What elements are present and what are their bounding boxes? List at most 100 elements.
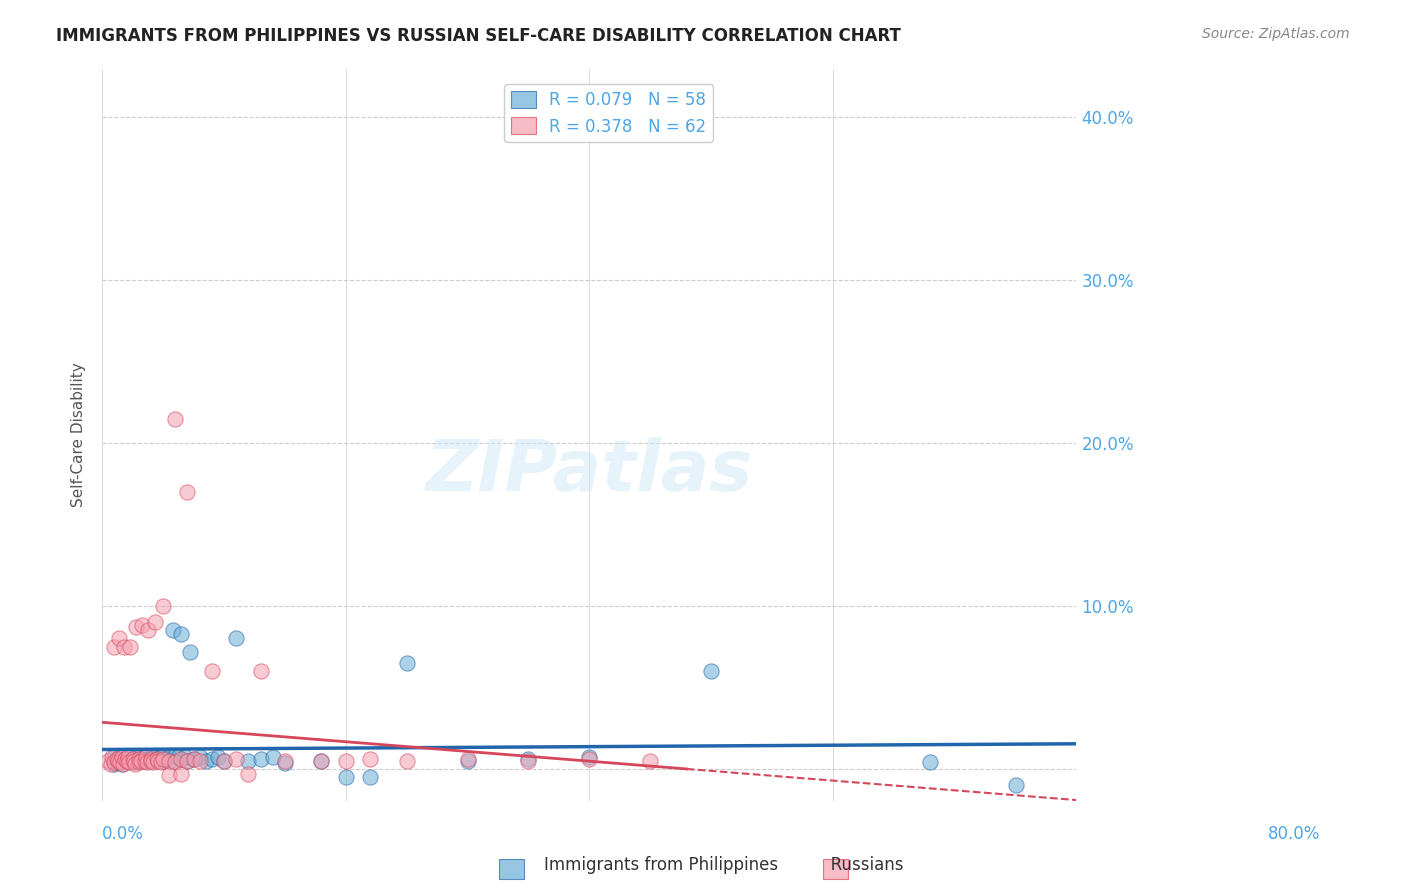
Point: [103, 640, 125, 654]
Point: [359, 770, 381, 784]
Point: [188, 750, 211, 764]
Point: [136, 756, 159, 770]
Point: [274, 754, 297, 768]
Point: [249, 664, 271, 678]
Text: Immigrants from Philippines          Russians: Immigrants from Philippines Russians: [502, 856, 904, 874]
Point: [170, 752, 193, 766]
Point: [201, 664, 224, 678]
Point: [128, 756, 150, 770]
Point: [125, 620, 148, 634]
Point: [110, 754, 132, 768]
Point: [134, 748, 156, 763]
Point: [359, 752, 381, 766]
Point: [517, 752, 540, 766]
Point: [225, 632, 247, 646]
Point: [142, 756, 165, 770]
Point: [129, 752, 152, 766]
Y-axis label: Self-Care Disability: Self-Care Disability: [72, 362, 86, 508]
Point: [262, 750, 284, 764]
Point: [157, 750, 180, 764]
Point: [188, 754, 211, 768]
Point: [207, 750, 229, 764]
Point: [201, 752, 224, 766]
Point: [152, 754, 174, 768]
Point: [311, 754, 333, 768]
Text: Source: ZipAtlas.com: Source: ZipAtlas.com: [1202, 27, 1350, 41]
Point: [165, 748, 187, 763]
Point: [129, 754, 152, 768]
Point: [100, 756, 122, 771]
Point: [110, 756, 132, 770]
Point: [176, 484, 198, 499]
Point: [457, 752, 479, 766]
Text: IMMIGRANTS FROM PHILIPPINES VS RUSSIAN SELF-CARE DISABILITY CORRELATION CHART: IMMIGRANTS FROM PHILIPPINES VS RUSSIAN S…: [56, 27, 901, 45]
Point: [111, 750, 134, 764]
Point: [115, 754, 138, 768]
Point: [146, 752, 169, 766]
Point: [152, 752, 174, 766]
Point: [578, 750, 600, 764]
Point: [124, 748, 146, 763]
Point: [121, 752, 143, 766]
Point: [174, 750, 197, 764]
Point: [110, 748, 132, 763]
Point: [118, 750, 141, 764]
Point: [121, 752, 143, 766]
Point: [225, 752, 247, 766]
Point: [152, 748, 174, 763]
Point: [212, 754, 235, 768]
Point: [112, 752, 135, 766]
Point: [155, 752, 177, 766]
Point: [183, 752, 205, 766]
Point: [176, 754, 198, 768]
Legend: R = 0.079   N = 58, R = 0.378   N = 62: R = 0.079 N = 58, R = 0.378 N = 62: [505, 84, 713, 142]
Point: [105, 756, 128, 770]
Point: [134, 754, 156, 768]
Point: [139, 754, 162, 768]
Point: [149, 756, 172, 770]
Point: [395, 656, 418, 670]
Text: 0.0%: 0.0%: [103, 825, 143, 843]
Point: [165, 411, 187, 425]
Point: [112, 640, 135, 654]
Text: ZIPatlas: ZIPatlas: [426, 437, 754, 506]
Point: [135, 750, 157, 764]
Point: [395, 754, 418, 768]
Point: [146, 752, 169, 766]
Point: [166, 750, 188, 764]
Point: [103, 750, 125, 764]
Point: [138, 624, 160, 638]
Point: [238, 754, 260, 768]
Point: [311, 754, 333, 768]
Point: [700, 664, 723, 678]
Point: [101, 750, 124, 764]
Point: [212, 754, 235, 768]
Point: [128, 752, 150, 766]
Point: [97, 754, 120, 768]
Point: [148, 754, 170, 768]
Point: [238, 766, 260, 780]
Point: [139, 754, 162, 768]
Point: [152, 599, 174, 613]
Point: [128, 750, 150, 764]
Point: [274, 756, 297, 770]
Point: [120, 640, 142, 654]
Point: [335, 770, 357, 784]
Point: [108, 632, 131, 646]
Point: [122, 754, 145, 768]
Point: [138, 752, 160, 766]
Point: [183, 752, 205, 766]
Point: [139, 752, 162, 766]
Point: [179, 644, 201, 658]
Point: [107, 752, 129, 766]
Point: [457, 754, 479, 768]
Point: [249, 752, 271, 766]
Point: [143, 615, 166, 630]
Point: [1004, 778, 1026, 792]
Point: [165, 756, 187, 770]
Point: [194, 754, 217, 768]
Point: [111, 756, 134, 771]
Point: [170, 766, 193, 780]
Point: [103, 756, 125, 771]
Point: [115, 754, 138, 768]
